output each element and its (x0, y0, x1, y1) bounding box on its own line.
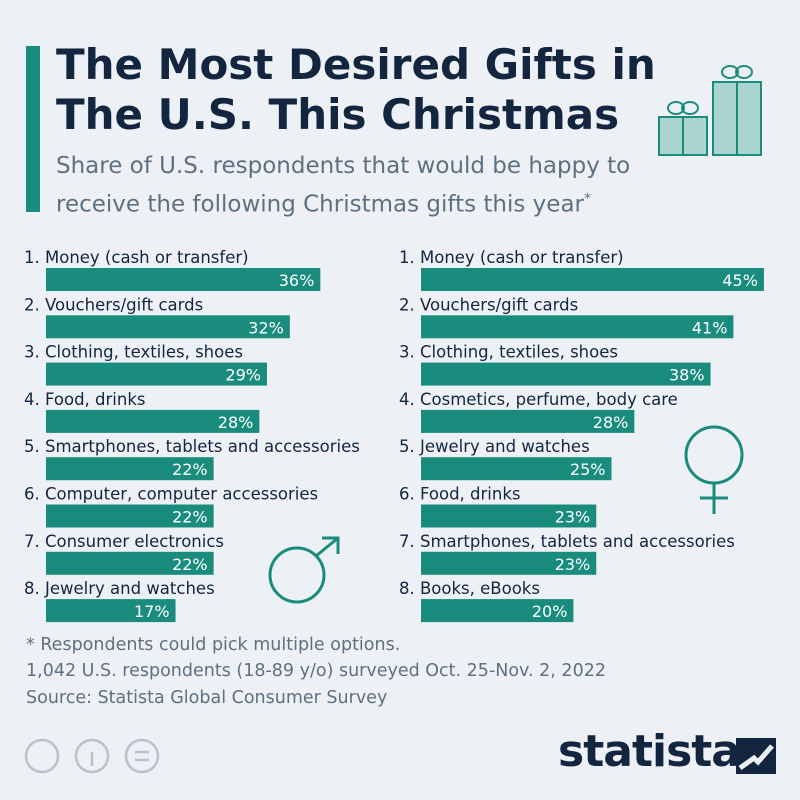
category-label: 7. Consumer electronics (24, 532, 224, 551)
bar (46, 315, 290, 339)
value-label: 38% (669, 366, 705, 385)
bar (421, 409, 635, 433)
value-label: 23% (555, 508, 591, 527)
value-label: 32% (248, 318, 284, 337)
subtitle: Share of U.S. respondents that would be … (56, 150, 656, 222)
bar (421, 362, 711, 386)
category-label: 2. Vouchers/gift cards (24, 295, 203, 314)
bar (46, 268, 321, 291)
value-label: 45% (722, 271, 758, 290)
value-label: 17% (134, 602, 170, 621)
value-label: 23% (555, 555, 591, 574)
value-label: 22% (172, 460, 208, 479)
subtitle-text: Share of U.S. respondents that would be … (56, 153, 631, 218)
female-icon (684, 425, 744, 514)
bar (46, 599, 176, 623)
value-label: 41% (692, 318, 728, 337)
bar (421, 551, 597, 575)
bar (421, 315, 734, 339)
footnote: * Respondents could pick multiple option… (26, 635, 401, 655)
category-label: 5. Jewelry and watches (399, 437, 590, 456)
bar (46, 362, 267, 386)
gift-icon (658, 65, 762, 156)
category-label: 3. Clothing, textiles, shoes (399, 343, 618, 362)
value-label: 22% (172, 555, 208, 574)
bar (46, 457, 214, 481)
bar (421, 504, 597, 528)
logo-text: statista (558, 726, 741, 777)
value-label: 28% (593, 413, 629, 432)
title: The Most Desired Gifts in The U.S. This … (56, 40, 656, 139)
category-label: 3. Clothing, textiles, shoes (24, 343, 243, 362)
category-label: 2. Vouchers/gift cards (399, 295, 578, 314)
logo: statista (558, 726, 741, 777)
category-label: 6. Computer, computer accessories (24, 485, 318, 504)
bar (421, 457, 612, 481)
category-label: 1. Money (cash or transfer) (24, 248, 249, 267)
license-icons (24, 738, 160, 774)
category-label: 1. Money (cash or transfer) (399, 248, 624, 267)
male-icon (268, 536, 340, 604)
footnote: Source: Statista Global Consumer Survey (26, 688, 388, 708)
category-label: 4. Food, drinks (24, 390, 146, 409)
value-label: 28% (218, 413, 254, 432)
category-label: 4. Cosmetics, perfume, body care (399, 390, 678, 409)
category-label: 8. Books, eBooks (399, 579, 540, 598)
bar (421, 599, 574, 623)
category-label: 6. Food, drinks (399, 485, 521, 504)
value-label: 20% (532, 602, 568, 621)
category-label: 7. Smartphones, tablets and accessories (399, 532, 735, 551)
value-label: 22% (172, 508, 208, 527)
subtitle-mark: * (584, 191, 591, 207)
accent-bar (26, 46, 40, 212)
value-label: 25% (570, 460, 606, 479)
category-label: 8. Jewelry and watches (24, 579, 215, 598)
logo-mark (736, 738, 776, 774)
category-label: 5. Smartphones, tablets and accessories (24, 437, 360, 456)
bar (46, 409, 260, 433)
chart: 1. Money (cash or transfer) 36% 2. Voucher… (24, 65, 764, 623)
bar (46, 504, 214, 528)
value-label: 36% (279, 271, 315, 290)
footnote: 1,042 U.S. respondents (18-89 y/o) surve… (26, 661, 606, 681)
bar (421, 268, 764, 291)
bar (46, 551, 214, 575)
value-label: 29% (225, 366, 261, 385)
